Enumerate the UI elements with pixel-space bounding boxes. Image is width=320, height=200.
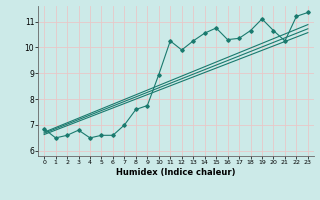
X-axis label: Humidex (Indice chaleur): Humidex (Indice chaleur) [116, 168, 236, 177]
